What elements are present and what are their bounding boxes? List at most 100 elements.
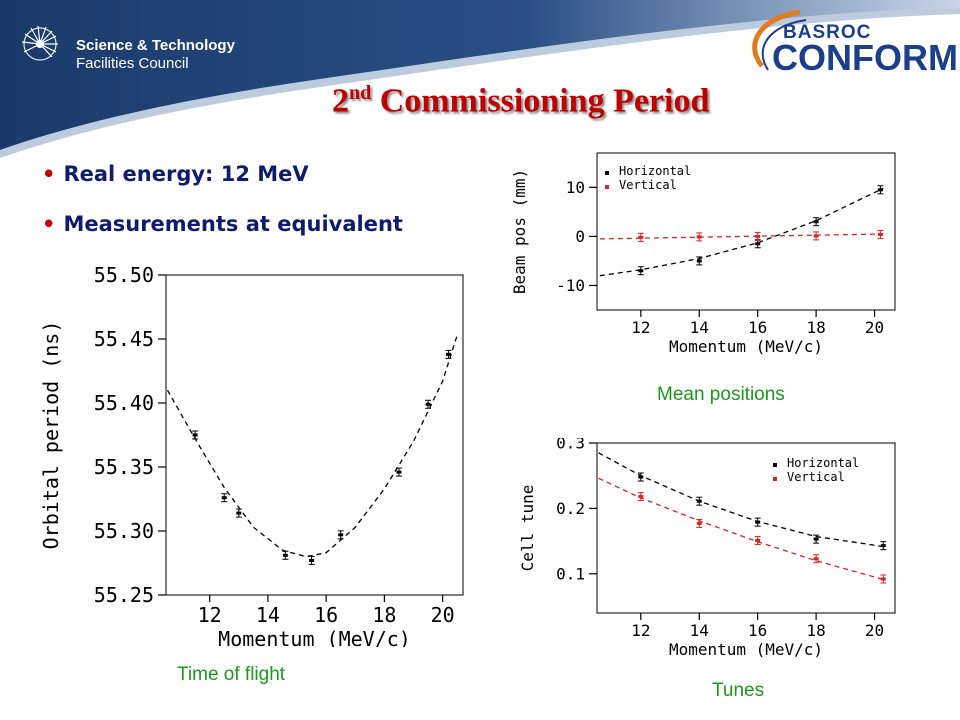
legend-marker [605, 171, 609, 175]
data-point [813, 231, 820, 241]
marker [696, 521, 702, 525]
data-point [637, 266, 644, 276]
marker [877, 232, 883, 236]
data-point [395, 467, 402, 477]
marker [638, 235, 644, 239]
legend-label: Horizontal [619, 164, 691, 178]
bullet-text: Real energy: 12 MeV [63, 162, 309, 186]
marker [192, 433, 198, 437]
x-tick-label: 16 [748, 621, 767, 640]
y-tick-label: 55.45 [94, 327, 154, 351]
data-point [221, 493, 228, 503]
data-point [880, 574, 887, 584]
org-name-line1: Science & Technology [76, 37, 235, 54]
x-tick-label: 18 [806, 318, 825, 337]
y-tick-label: 55.30 [94, 519, 154, 543]
data-point [696, 232, 703, 242]
y-tick-label: 10 [566, 178, 585, 197]
x-tick-label: 20 [431, 603, 455, 627]
legend-label: Horizontal [787, 456, 859, 470]
y-tick-label: 0.3 [556, 438, 585, 453]
x-axis-label: Momentum (MeV/c) [669, 640, 823, 659]
x-tick-label: 12 [631, 318, 650, 337]
data-point [696, 496, 703, 506]
conform-logo-swoosh-icon [752, 9, 807, 71]
y-axis-label: Beam pos (mm) [510, 169, 529, 294]
data-point [813, 554, 820, 564]
data-point [813, 534, 820, 544]
y-tick-label: 0 [575, 227, 585, 246]
marker [338, 533, 344, 537]
stfc-sunburst-icon [21, 25, 58, 61]
marker [755, 242, 761, 246]
marker [638, 495, 644, 499]
marker [696, 235, 702, 239]
marker [445, 352, 451, 356]
fit-line [599, 233, 884, 240]
legend-label: Vertical [619, 178, 677, 192]
marker [813, 234, 819, 238]
data-point [425, 399, 432, 409]
data-point [754, 239, 761, 249]
marker [755, 520, 761, 524]
marker [236, 511, 242, 515]
marker [309, 558, 315, 562]
data-point [754, 535, 761, 545]
plot-frame [165, 274, 464, 596]
data-point [696, 256, 703, 266]
data-point [696, 518, 703, 528]
bullet-dot-icon: • [42, 162, 56, 186]
y-tick-label: -10 [556, 276, 585, 295]
bullet-item: • Real energy: 12 MeV [42, 162, 309, 186]
fit-line [598, 452, 887, 548]
marker [696, 259, 702, 263]
fit-line [166, 335, 458, 558]
caption-mean-positions: Mean positions [657, 384, 785, 405]
x-tick-label: 12 [631, 621, 650, 640]
data-point [877, 229, 884, 239]
x-tick-label: 18 [372, 603, 396, 627]
marker [425, 402, 431, 406]
y-tick-label: 0.1 [556, 564, 585, 583]
x-tick-label: 14 [690, 318, 709, 337]
title-ordinal: 2 [332, 82, 349, 120]
marker [282, 553, 288, 557]
marker [813, 557, 819, 561]
header-banner [0, 0, 960, 158]
marker [638, 475, 644, 479]
data-point [235, 508, 242, 518]
marker [396, 470, 402, 474]
marker [880, 544, 886, 548]
data-point [637, 492, 644, 502]
title-ordinal-suffix: nd [349, 82, 372, 104]
data-point [637, 472, 644, 482]
chart-mean-positions: 12 14 16 18 20 -10 0 10 Momentum (MeV/c) Beam pos… [510, 152, 896, 356]
marker [221, 496, 227, 500]
legend-marker [773, 477, 777, 481]
x-tick-label: 14 [256, 603, 280, 627]
slide-title: 2nd Commissioning Period [332, 82, 709, 120]
marker [877, 188, 883, 192]
data-point [880, 541, 887, 551]
fit-line [598, 477, 887, 581]
y-axis-label: Orbital period (ns) [39, 321, 63, 550]
y-tick-label: 55.50 [94, 263, 154, 287]
data-point [308, 555, 315, 565]
marker [696, 499, 702, 503]
x-tick-label: 20 [865, 621, 884, 640]
x-tick-label: 12 [198, 603, 222, 627]
marker [755, 538, 761, 542]
x-axis-label: Momentum (MeV/c) [669, 337, 823, 356]
marker [755, 234, 761, 238]
x-tick-label: 16 [748, 318, 767, 337]
y-tick-label: 55.40 [94, 391, 154, 415]
title-rest: Commissioning Period [371, 82, 710, 120]
chart-time-of-flight: 12 14 16 18 20 55.25 55.30 55.35 55.40 55.45 55.50… [39, 263, 464, 647]
plot-frame [596, 152, 896, 311]
brand-logo-text: CONFORM [772, 37, 958, 78]
bullet-item: • Measurements at equivalent [42, 212, 403, 236]
legend-marker [773, 463, 777, 467]
data-point [282, 550, 289, 560]
marker [813, 220, 819, 224]
x-axis-label: Momentum (MeV/c) [218, 627, 411, 647]
